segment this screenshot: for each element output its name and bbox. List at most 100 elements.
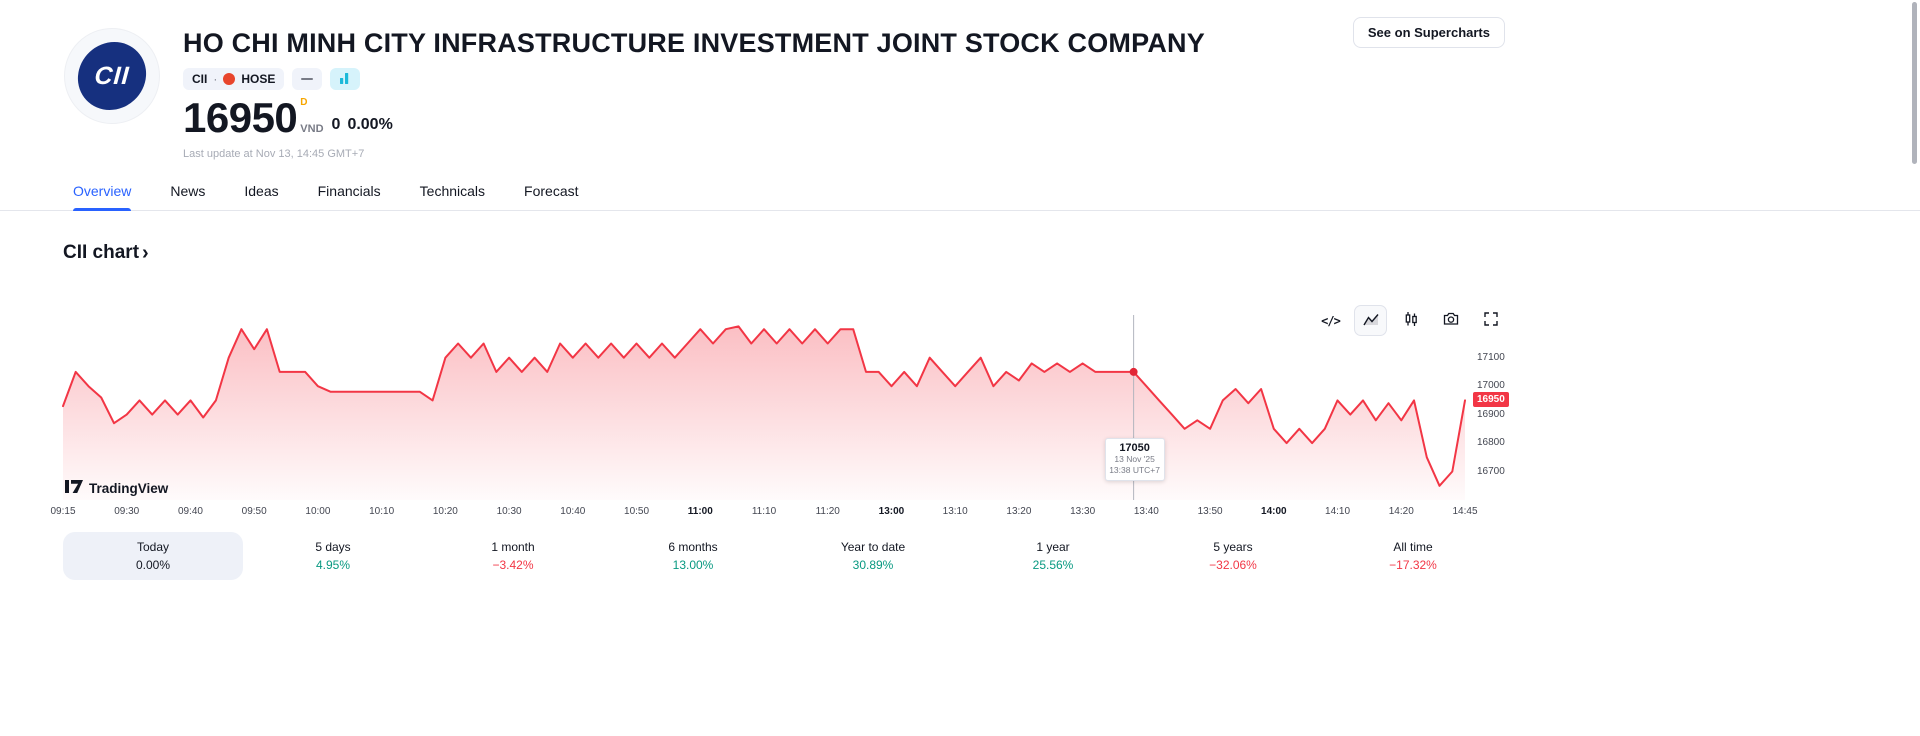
header-main: HO CHI MINH CITY INFRASTRUCTURE INVESTME… [183,28,1565,160]
price-scale[interactable]: 16950 17100 17000 16900 16800 16700 [1473,315,1532,500]
time-scale-label: 09:50 [241,506,267,518]
chart-toolbar: </> [1314,305,1507,337]
time-scale-label: 10:50 [624,506,650,518]
time-scale-label: 10:40 [560,506,586,518]
tab-technicals[interactable]: Technicals [419,183,486,200]
time-scale-label: 09:30 [114,506,140,518]
currency-stack: D VND [300,98,323,135]
period-label: 5 years [1213,540,1253,555]
tooltip-price: 17050 [1119,442,1150,455]
camera-icon [1442,310,1460,331]
last-price: 16950 [183,94,298,142]
time-scale-label: 14:00 [1261,506,1287,518]
symbol-ticker: CII [192,72,208,87]
period-value: −17.32% [1389,558,1437,573]
period-label: 1 month [491,540,535,555]
tab-news[interactable]: News [170,183,206,200]
price-scale-label: 16900 [1477,408,1505,420]
tab-overview[interactable]: Overview [73,174,132,212]
time-scale-label: 13:00 [878,506,905,518]
period-value: 13.00% [672,558,714,573]
tabs: Overview News Ideas Financials Technical… [0,174,1920,212]
area-chart-icon [1362,310,1380,331]
area-style-button[interactable] [1354,305,1387,337]
period-value: −3.42% [492,558,534,573]
price-scale-label: 16700 [1477,465,1505,477]
tab-ideas[interactable]: Ideas [244,183,279,200]
price-change: 0 0.00% [332,116,393,134]
dash-icon [301,78,314,81]
time-scale[interactable]: 09:15 09:30 09:40 09:50 10:00 10:10 10:20 10:30… [50,506,1477,522]
crosshair-tooltip: 17050 13 Nov '25 13:38 UTC+7 [1104,438,1165,482]
period-5-years[interactable]: 5 years −32.06% [1143,532,1323,580]
tabs-row: Overview News Ideas Financials Technical… [0,174,1920,212]
bars-style-button[interactable] [1394,305,1427,336]
time-scale-label: 13:20 [1006,506,1032,518]
price-scale-label: 16800 [1477,437,1505,449]
symbol-exchange-badge[interactable]: CII · HOSE [183,68,285,91]
time-scale-label: 14:20 [1388,506,1414,518]
tab-forecast[interactable]: Forecast [524,183,579,200]
market-status-button[interactable] [330,68,361,91]
price-row: 16950 D VND 0 0.00% [183,97,1365,139]
chart-section-title-text: CII chart [63,242,140,264]
period-1-year[interactable]: 1 year 25.56% [963,532,1143,580]
candles-icon [1402,310,1420,331]
symbol-row: CII · HOSE [183,68,1365,91]
currency-flag: D [300,97,308,109]
time-scale-label: 13:50 [1197,506,1223,518]
price-scale-label: 17100 [1477,351,1505,363]
exchange-name: HOSE [241,72,276,87]
time-scale-label: 09:15 [50,506,76,518]
time-scale-label: 10:10 [369,506,395,518]
time-scale-label: 10:00 [305,506,331,518]
period-all-time[interactable]: All time −17.32% [1323,532,1503,580]
crosshair-dot [1129,367,1138,376]
embed-code-button[interactable]: </> [1314,305,1347,336]
time-scale-label: 11:20 [815,506,840,518]
company-logo: CII [64,28,160,124]
change-percent: 0.00% [347,116,393,134]
period-label: 5 days [315,540,351,555]
separator-dot: · [213,72,218,87]
tooltip-time: 13:38 UTC+7 [1109,465,1160,476]
period-label: Today [136,540,170,555]
time-scale-label: 11:00 [687,506,713,518]
tab-financials[interactable]: Financials [317,183,381,200]
period-1-month[interactable]: 1 month −3.42% [423,532,603,580]
period-value: 25.56% [1032,558,1074,573]
snapshot-button[interactable] [1434,305,1467,336]
period-5-days[interactable]: 5 days 4.95% [243,532,423,580]
tradingview-logo-icon [65,480,84,496]
change-absolute: 0 [331,116,341,134]
market-closed-button[interactable] [292,68,323,91]
tooltip-date: 13 Nov '25 [1114,454,1155,465]
period-year-to-date[interactable]: Year to date 30.89% [783,532,963,580]
period-value: 0.00% [135,558,171,573]
period-label: All time [1393,540,1433,555]
currency-code: VND [300,123,324,136]
period-value: −32.06% [1209,558,1257,573]
market-status-icon [339,72,352,87]
time-scale-label: 10:20 [432,506,458,518]
tradingview-attribution[interactable]: TradingView [65,480,168,496]
chart-section-title[interactable]: CII chart › [63,242,1565,264]
symbol-page: CII HO CHI MINH CITY INFRASTRUCTURE INVE… [0,17,1920,581]
page-scrollbar[interactable] [1912,2,1917,164]
time-scale-label: 13:10 [942,506,968,518]
time-scale-label: 13:40 [1133,506,1159,518]
price-scale-label: 17000 [1477,380,1505,392]
fullscreen-icon [1482,310,1500,331]
see-on-supercharts-button[interactable]: See on Supercharts [1352,17,1505,48]
price-line [62,325,1466,487]
price-chart[interactable]: 16950 17100 17000 16900 16800 16700 09:15 09:… [50,315,1509,517]
fullscreen-button[interactable] [1474,305,1507,336]
content: CII chart › </> [0,242,1565,581]
company-logo-mark: CII [75,42,149,110]
code-icon: </> [1321,313,1341,328]
period-6-months[interactable]: 6 months 13.00% [603,532,783,580]
time-scale-label: 09:40 [177,506,203,518]
tradingview-logo-text: TradingView [89,480,169,496]
chart-canvas[interactable] [62,315,1466,501]
period-today[interactable]: Today 0.00% [63,532,243,581]
